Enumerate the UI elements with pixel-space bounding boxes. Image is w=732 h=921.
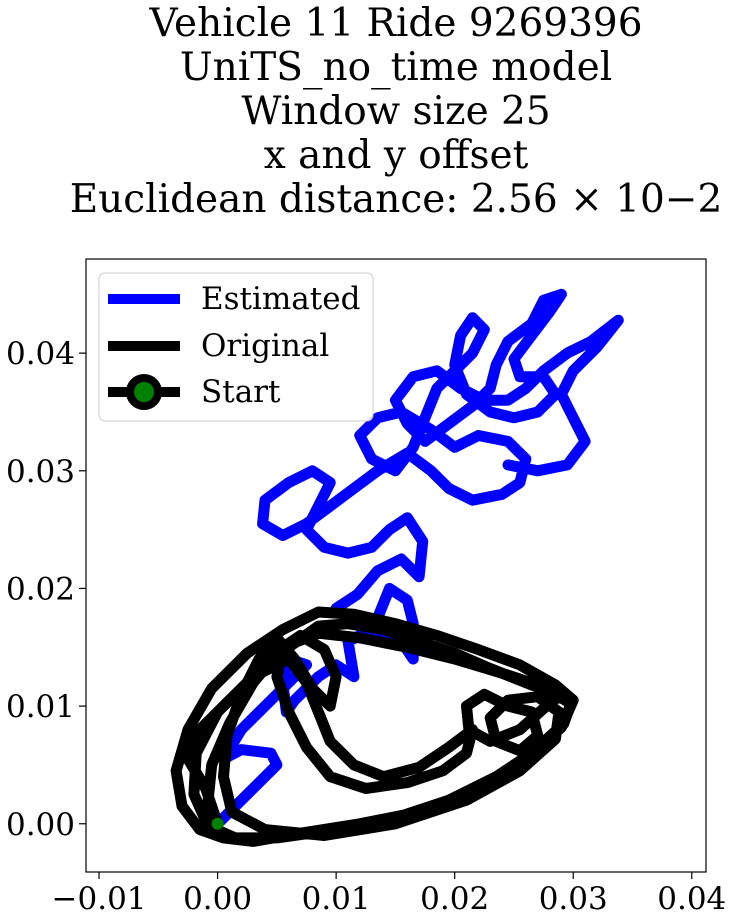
x-tick-label: 0.02 (420, 881, 489, 917)
legend-box (98, 272, 374, 422)
title-line-5: Euclidean distance: 2.56 × 10−2 (70, 177, 723, 222)
legend-start-label: Start (201, 374, 281, 410)
title-line-2: UniTS_no_time model (180, 45, 612, 90)
x-tick-label: 0.01 (302, 881, 371, 917)
y-tick-label: 0.04 (6, 336, 75, 372)
y-tick-label: 0.03 (6, 454, 75, 490)
y-tick-label: 0.00 (6, 807, 75, 843)
x-tick-label: −0.01 (52, 881, 147, 917)
x-tick-label: 0.00 (183, 881, 252, 917)
start-marker (211, 817, 224, 830)
x-axis: −0.01 0.00 0.01 0.02 0.03 0.04 (52, 872, 726, 917)
start-layer (211, 817, 224, 830)
title-line-3: Window size 25 (241, 89, 550, 134)
series-line-original (170, 606, 579, 847)
x-tick-label: 0.04 (657, 881, 726, 917)
x-tick-label: 0.03 (539, 881, 608, 917)
plot-frame (85, 258, 707, 873)
title-line-4: x and y offset (264, 133, 529, 178)
y-axis: 0.00 0.01 0.02 0.03 0.04 (6, 336, 86, 843)
legend: Estimated Original Start (98, 272, 374, 422)
legend-estimated-label: Estimated (201, 281, 360, 317)
series-layer (170, 288, 624, 847)
legend-start-marker (126, 374, 162, 410)
legend-original-label: Original (201, 328, 329, 364)
title-line-1: Vehicle 11 Ride 9269396 (148, 1, 642, 46)
y-tick-label: 0.02 (6, 571, 75, 607)
chart-title: Vehicle 11 Ride 9269396 UniTS_no_time mo… (70, 1, 723, 222)
y-tick-label: 0.01 (6, 689, 75, 725)
